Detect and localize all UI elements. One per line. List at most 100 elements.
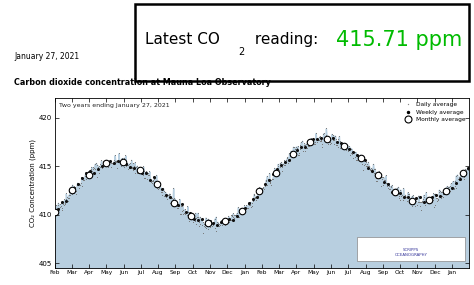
Point bbox=[345, 146, 352, 150]
Point bbox=[241, 205, 249, 210]
Point bbox=[409, 193, 417, 197]
Point bbox=[56, 202, 64, 207]
Point bbox=[128, 166, 136, 170]
Point bbox=[321, 135, 328, 139]
Point bbox=[182, 210, 190, 215]
Point bbox=[60, 202, 67, 207]
Point bbox=[67, 191, 75, 196]
Point bbox=[143, 176, 151, 181]
Point bbox=[244, 202, 252, 206]
Point bbox=[202, 222, 210, 227]
Point bbox=[160, 188, 167, 193]
Point bbox=[384, 181, 392, 185]
Point bbox=[281, 163, 289, 168]
Point bbox=[177, 203, 184, 208]
Point bbox=[321, 135, 329, 140]
Point bbox=[72, 192, 79, 196]
Point bbox=[409, 198, 416, 203]
Point bbox=[409, 203, 416, 208]
Point bbox=[160, 194, 168, 199]
Point bbox=[55, 203, 62, 207]
Point bbox=[119, 163, 127, 168]
Point bbox=[168, 196, 176, 201]
Point bbox=[249, 196, 257, 201]
Point bbox=[275, 172, 283, 176]
Point bbox=[314, 137, 322, 142]
Point bbox=[281, 158, 288, 162]
Point bbox=[91, 170, 98, 175]
Point bbox=[56, 205, 64, 209]
Point bbox=[423, 198, 431, 203]
Point bbox=[142, 171, 150, 175]
Point bbox=[395, 194, 402, 198]
Point bbox=[245, 201, 253, 206]
Point bbox=[371, 166, 379, 171]
Point bbox=[353, 152, 360, 157]
Point bbox=[447, 184, 455, 189]
Point bbox=[365, 163, 372, 168]
Point bbox=[102, 161, 109, 165]
Point bbox=[191, 217, 198, 222]
Point bbox=[109, 162, 117, 167]
Point bbox=[125, 167, 132, 171]
Point bbox=[263, 178, 270, 183]
Point bbox=[164, 193, 172, 197]
Point bbox=[158, 193, 165, 197]
Point bbox=[346, 144, 353, 149]
Point bbox=[319, 142, 326, 146]
Point bbox=[357, 158, 365, 163]
Point bbox=[327, 141, 335, 146]
Point bbox=[404, 192, 412, 196]
Point bbox=[404, 190, 411, 194]
Point bbox=[255, 189, 263, 194]
Point bbox=[380, 178, 388, 183]
Point bbox=[99, 164, 106, 168]
Point bbox=[404, 195, 412, 199]
Point bbox=[129, 161, 137, 166]
Point bbox=[341, 144, 348, 149]
Point bbox=[420, 193, 428, 197]
Point bbox=[156, 183, 164, 187]
Point bbox=[162, 194, 170, 199]
Point bbox=[122, 164, 130, 169]
Point bbox=[435, 198, 442, 202]
Point bbox=[343, 146, 350, 151]
Point bbox=[436, 188, 444, 193]
Point bbox=[223, 219, 231, 223]
Point bbox=[410, 199, 417, 203]
Point bbox=[362, 160, 369, 165]
Point bbox=[159, 190, 166, 194]
Point bbox=[74, 182, 82, 186]
Point bbox=[330, 138, 337, 142]
Point bbox=[146, 179, 154, 184]
Point bbox=[271, 166, 278, 170]
Point bbox=[315, 135, 323, 139]
Point bbox=[382, 173, 389, 178]
Point bbox=[88, 169, 96, 174]
Point bbox=[112, 158, 119, 163]
Point bbox=[222, 218, 229, 222]
Point bbox=[462, 168, 470, 173]
Point bbox=[315, 138, 322, 142]
Point bbox=[60, 197, 68, 202]
Point bbox=[235, 215, 242, 219]
Point bbox=[430, 205, 438, 209]
Point bbox=[62, 202, 69, 206]
Point bbox=[313, 140, 320, 144]
Point bbox=[65, 192, 73, 197]
Point bbox=[68, 188, 75, 193]
Point bbox=[240, 203, 248, 208]
Point bbox=[356, 152, 364, 157]
Point bbox=[451, 178, 458, 183]
Point bbox=[189, 212, 196, 217]
Point bbox=[117, 160, 124, 164]
Point bbox=[225, 214, 232, 218]
Point bbox=[162, 193, 170, 198]
Point bbox=[344, 149, 352, 154]
Point bbox=[172, 203, 180, 207]
Point bbox=[130, 164, 138, 168]
Point bbox=[85, 173, 92, 178]
Point bbox=[86, 174, 94, 179]
Point bbox=[241, 206, 248, 211]
Point bbox=[269, 177, 276, 181]
